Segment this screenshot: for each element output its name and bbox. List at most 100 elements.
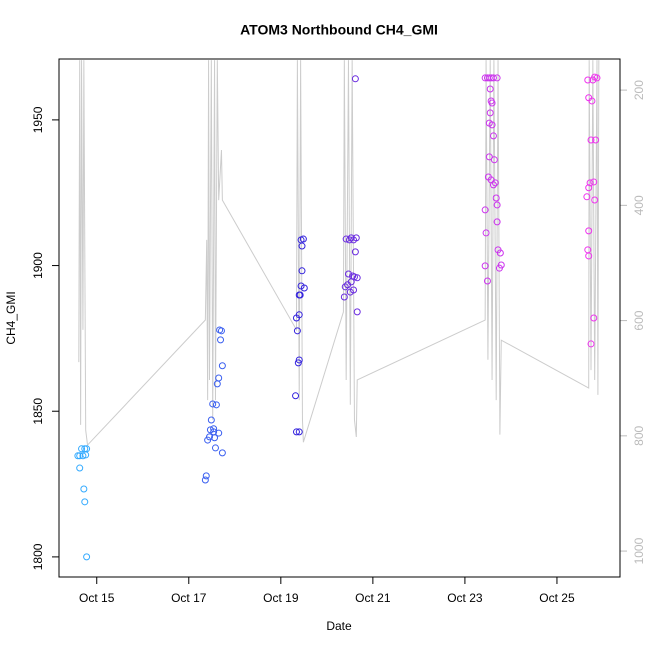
- point: [592, 136, 600, 144]
- chart-title: ATOM3 Northbound CH4_GMI: [240, 22, 438, 38]
- point: [347, 234, 355, 242]
- point: [294, 359, 302, 367]
- point: [587, 136, 595, 144]
- point: [585, 184, 593, 192]
- point: [351, 248, 359, 256]
- point: [589, 76, 597, 84]
- point: [489, 181, 497, 189]
- point: [293, 327, 301, 335]
- point: [211, 444, 219, 452]
- point: [583, 193, 591, 201]
- line: [78, 60, 600, 447]
- x-tick-label: Oct 23: [447, 591, 483, 605]
- y2-tick-label: 1000: [632, 537, 646, 564]
- point: [351, 75, 359, 83]
- point: [78, 445, 86, 453]
- point: [486, 109, 494, 117]
- point: [296, 291, 304, 299]
- point: [490, 156, 498, 164]
- point: [217, 336, 225, 344]
- point-layer: [74, 73, 601, 561]
- line-layer: [78, 60, 600, 447]
- point: [488, 121, 496, 129]
- point: [353, 274, 361, 282]
- point: [586, 179, 594, 187]
- point: [299, 235, 307, 243]
- point: [212, 401, 220, 409]
- point: [590, 314, 598, 322]
- point: [481, 206, 489, 214]
- point: [292, 392, 300, 400]
- point: [209, 400, 217, 408]
- point: [491, 179, 499, 187]
- y2-tick-label: 400: [632, 195, 646, 215]
- point: [295, 428, 303, 436]
- point: [350, 286, 358, 294]
- y-tick-label: 1800: [31, 543, 45, 570]
- point: [76, 464, 84, 472]
- point: [489, 132, 497, 140]
- x-tick-label: Oct 15: [79, 591, 115, 605]
- point: [483, 277, 491, 285]
- point: [210, 428, 218, 436]
- point: [493, 218, 501, 226]
- point: [298, 267, 306, 275]
- y2-tick-label: 800: [632, 426, 646, 446]
- point: [350, 236, 358, 244]
- point: [585, 252, 593, 260]
- y-axis-label: CH4_GMI: [4, 291, 18, 344]
- point: [218, 362, 226, 370]
- point: [300, 284, 308, 292]
- x-axis-label: Date: [326, 619, 352, 633]
- point: [488, 99, 496, 107]
- point: [585, 227, 593, 235]
- point: [481, 262, 489, 270]
- point: [74, 452, 82, 460]
- plot-border: [58, 58, 621, 578]
- point: [496, 249, 504, 257]
- point: [485, 153, 493, 161]
- point: [81, 498, 89, 506]
- point: [590, 178, 598, 186]
- point: [202, 472, 210, 480]
- point: [218, 449, 226, 457]
- y2-tick-label: 200: [632, 80, 646, 100]
- point: [485, 74, 493, 82]
- point: [493, 74, 501, 82]
- point: [82, 451, 90, 459]
- point: [588, 97, 596, 105]
- point: [83, 553, 91, 561]
- y-tick-label: 1850: [31, 398, 45, 425]
- point: [340, 293, 348, 301]
- point: [292, 428, 300, 436]
- y-tick-label: 1900: [31, 252, 45, 279]
- point: [207, 416, 215, 424]
- point: [295, 311, 303, 319]
- point: [486, 85, 494, 93]
- point: [215, 374, 223, 382]
- point: [345, 236, 353, 244]
- x-tick-label: Oct 19: [263, 591, 299, 605]
- point: [593, 74, 601, 82]
- point: [482, 229, 490, 237]
- point: [210, 425, 218, 433]
- point: [205, 433, 213, 441]
- point: [495, 264, 503, 272]
- point: [298, 242, 306, 250]
- point: [295, 356, 303, 364]
- point: [341, 283, 349, 291]
- x-tick-label: Oct 17: [171, 591, 207, 605]
- y2-tick-label: 600: [632, 310, 646, 330]
- point: [342, 235, 350, 243]
- point: [215, 429, 223, 437]
- point: [584, 76, 592, 84]
- point: [201, 476, 209, 484]
- point: [80, 485, 88, 493]
- point: [344, 270, 352, 278]
- x-tick-label: Oct 21: [355, 591, 391, 605]
- point: [217, 327, 225, 335]
- axes: Oct 15 Oct 17 Oct 19 Oct 21 Oct 23 Oct 25 1800…: [31, 80, 646, 605]
- point: [489, 74, 497, 82]
- point: [353, 308, 361, 316]
